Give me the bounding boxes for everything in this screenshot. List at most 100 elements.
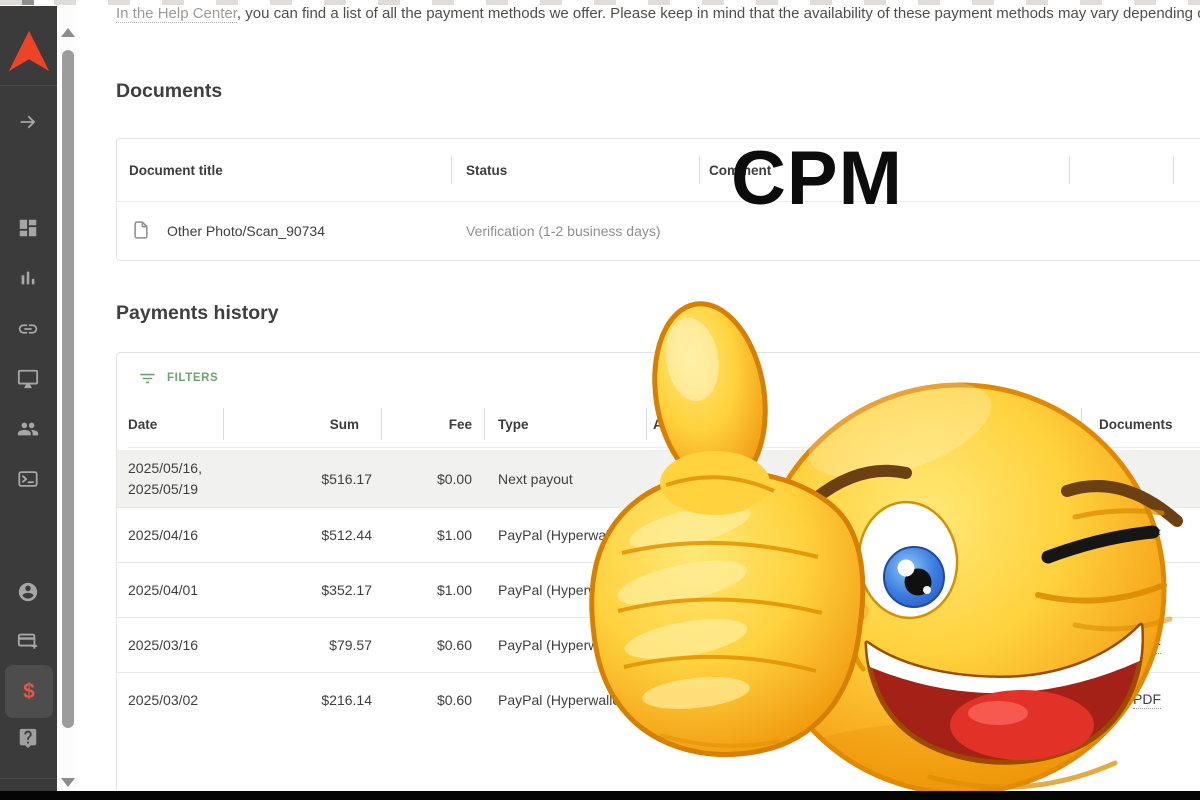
table-row: Other Photo/Scan_90734 Verification (1-2… (117, 202, 1200, 259)
documents-cell: PDF (1081, 618, 1200, 672)
sum-cell: $216.14 (321, 692, 372, 708)
sidebar-item-expand[interactable] (17, 111, 39, 133)
terminal-icon (18, 471, 38, 487)
dollar-icon: $ (23, 679, 35, 703)
column-divider (699, 156, 700, 184)
sidebar-item-links[interactable] (17, 318, 39, 340)
pay-col-documents: Documents (1081, 401, 1200, 448)
fee-cell: $0.60 (436, 692, 472, 708)
sidebar-item-profile[interactable] (17, 581, 39, 603)
pay-col-fee: Fee (372, 401, 484, 448)
documents-cell (1081, 450, 1200, 507)
pdf-link[interactable]: PDF (1133, 691, 1161, 709)
scroll-up-arrow[interactable] (61, 28, 75, 37)
sum-cell: $352.17 (321, 582, 372, 598)
type-cell: PayPal (Hyperwallet) (498, 637, 629, 653)
people-icon (17, 422, 39, 436)
arrow-right-icon (20, 115, 36, 129)
date-cell: 2025/04/01 (128, 581, 199, 598)
monitor-icon (17, 369, 39, 389)
date-cell: 2025/03/16 (128, 636, 199, 653)
sidebar-item-referrals[interactable] (17, 418, 39, 440)
sidebar-item-dashboard[interactable] (17, 217, 39, 239)
scroll-down-arrow[interactable] (61, 778, 75, 787)
sidebar-item-payments-active[interactable]: $ (5, 665, 53, 718)
table-row: 2025/03/16 $79.57 $0.60 PayPal (Hyperwal… (117, 617, 1200, 672)
logo-a-icon (8, 30, 50, 72)
bar-chart-icon (21, 271, 35, 285)
pdf-link[interactable]: PDF (1133, 581, 1161, 599)
sidebar-item-billing[interactable] (17, 630, 39, 652)
date-cell: 2025/04/16 (128, 526, 199, 543)
cpm-overlay-text: CPM (731, 136, 903, 221)
help-icon (19, 728, 37, 749)
sidebar: $ (0, 6, 57, 800)
fee-cell: $1.00 (436, 527, 472, 543)
brand-logo[interactable] (7, 27, 51, 75)
documents-section-title: Documents (116, 80, 223, 102)
column-divider (484, 408, 485, 440)
help-center-note: In the Help Center, you can find a list … (116, 5, 1200, 23)
help-center-link[interactable]: In the Help Center (116, 5, 237, 23)
column-divider (223, 408, 224, 440)
column-divider (1069, 156, 1070, 184)
payments-section-title: Payments history (116, 302, 279, 324)
date-cell: 2025/05/16, 2025/05/19 (128, 459, 202, 497)
dashboard-icon (19, 219, 37, 237)
type-cell: PayPal (Hyperwallet) (498, 692, 629, 708)
bottom-black-bar (0, 791, 1200, 800)
document-title-cell: Other Photo/Scan_90734 (167, 222, 326, 239)
link-icon (18, 324, 38, 334)
type-cell: PayPal (Hyperwallet) (498, 527, 629, 543)
filters-button[interactable]: FILTERS (138, 365, 218, 391)
file-icon (131, 220, 151, 245)
pay-col-date: Date (128, 401, 223, 448)
filter-icon (140, 373, 155, 383)
column-divider (1173, 156, 1174, 184)
vertical-scrollbar[interactable] (58, 6, 76, 800)
table-row: 2025/05/16, 2025/05/19 $516.17 $0.00 Nex… (117, 450, 1200, 507)
pdf-link[interactable]: PDF (1133, 636, 1161, 654)
table-row: 2025/04/01 $352.17 $1.00 PayPal (Hyperwa… (117, 562, 1200, 617)
fee-cell: $1.00 (436, 582, 472, 598)
cropped-icon-artifact (22, 0, 34, 5)
column-divider (381, 408, 382, 440)
payments-table: FILTERS Date Sum Fee Type Account detail… (116, 352, 1200, 794)
card-add-icon (17, 633, 38, 649)
help-center-note-text: , you can find a list of all the payment… (236, 5, 1200, 22)
pdf-link[interactable]: PDF (1133, 526, 1161, 544)
doc-col-status: Status (466, 162, 508, 178)
date-cell: 2025/03/02 (128, 691, 199, 708)
doc-col-comment: Comment (709, 162, 772, 178)
sum-cell: $516.17 (321, 470, 372, 487)
person-icon (18, 582, 38, 602)
pay-col-account-details: Account details (646, 401, 1081, 448)
divider (117, 201, 1200, 202)
sidebar-item-console[interactable] (17, 468, 39, 490)
documents-cell: PDF (1081, 508, 1200, 562)
pay-col-sum: Sum (223, 401, 372, 448)
cropped-text-artifacts (0, 0, 1200, 5)
cropped-top-strip (0, 0, 1200, 6)
column-divider (451, 156, 452, 184)
documents-table: Document title Status Comment Other Phot… (116, 138, 1200, 261)
divider (0, 85, 57, 86)
fee-cell: $0.00 (436, 470, 472, 487)
scrollbar-thumb[interactable] (62, 50, 74, 728)
sum-cell: $512.44 (321, 527, 372, 543)
table-row: 2025/03/02 $216.14 $0.60 PayPal (Hyperwa… (117, 672, 1200, 727)
document-status-cell: Verification (1-2 business days) (466, 222, 661, 239)
sidebar-item-statistics[interactable] (17, 267, 39, 289)
sidebar-item-websites[interactable] (17, 368, 39, 390)
divider (0, 778, 57, 779)
sidebar-item-help[interactable] (17, 727, 39, 749)
type-cell: Next payout (498, 470, 573, 487)
doc-col-document-title: Document title (129, 162, 223, 178)
table-row: 2025/04/16 $512.44 $1.00 PayPal (Hyperwa… (117, 507, 1200, 562)
documents-cell: PDF (1081, 563, 1200, 617)
sum-cell: $79.57 (329, 637, 372, 653)
filters-label: FILTERS (167, 372, 219, 384)
pay-col-type: Type (484, 401, 646, 448)
documents-cell: PDF (1081, 673, 1200, 727)
